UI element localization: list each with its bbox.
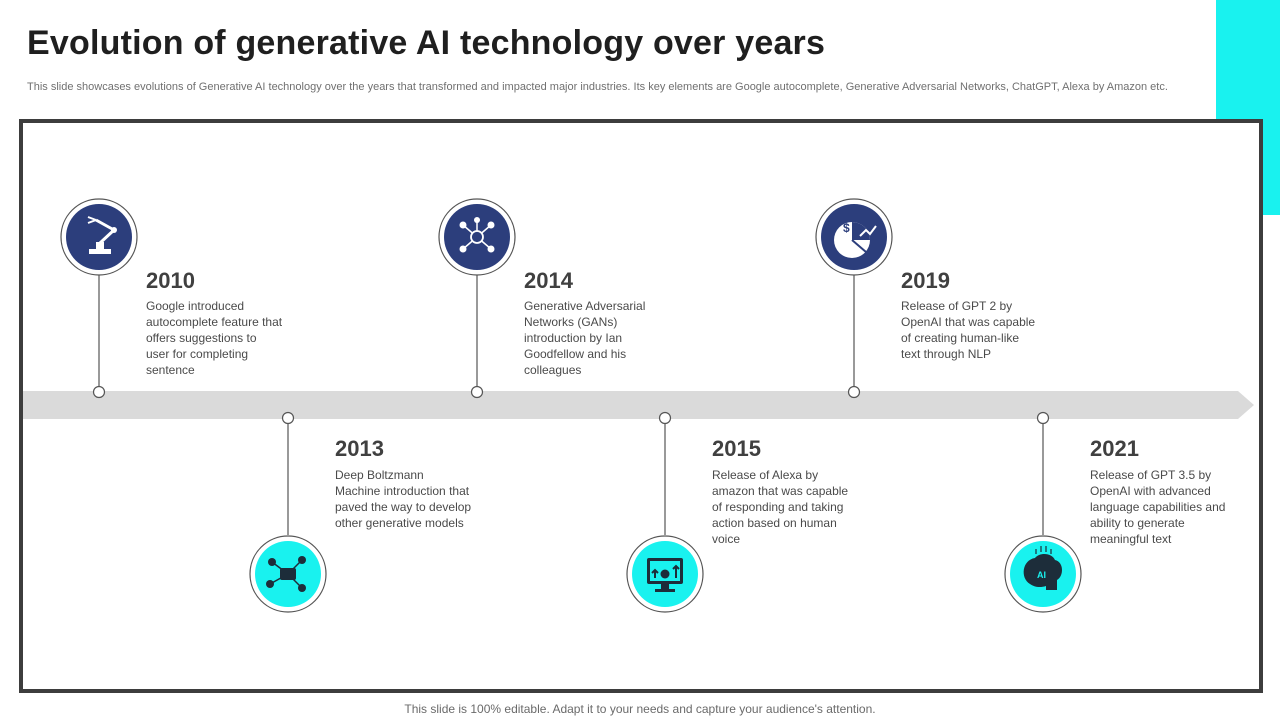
milestone-desc-2015: Release of Alexa by amazon that was capa… — [712, 468, 849, 546]
robot-arm-icon — [60, 198, 138, 276]
user-network-icon — [438, 198, 516, 276]
timeline-dot — [1036, 411, 1050, 425]
pie-chart-dollar-icon: $ — [815, 198, 893, 276]
timeline-dot — [92, 385, 106, 399]
slide-subtitle: This slide showcases evolutions of Gener… — [27, 81, 1168, 93]
milestone-desc-2019: Release of GPT 2 by OpenAI that was capa… — [901, 299, 1036, 361]
milestone-desc-2013: Deep Boltzmann Machine introduction that… — [335, 468, 472, 530]
milestone-year-2010: 2010 — [146, 268, 195, 293]
milestone-desc-2010: Google introduced autocomplete feature t… — [146, 299, 283, 377]
timeline-dot — [470, 385, 484, 399]
milestone-desc-2014: Generative Adversarial Networks (GANs) i… — [524, 299, 646, 377]
network-hub-icon — [249, 535, 327, 613]
milestone-year-2021: 2021 — [1090, 436, 1139, 461]
milestone-year-2013: 2013 — [335, 436, 384, 461]
monitor-growth-icon — [626, 535, 704, 613]
timeline-dot — [281, 411, 295, 425]
milestone-year-2014: 2014 — [524, 268, 573, 293]
slide-footer: This slide is 100% editable. Adapt it to… — [404, 702, 876, 716]
ai-brain-icon: AI — [1004, 535, 1082, 613]
milestone-year-2015: 2015 — [712, 436, 761, 461]
timeline-arrow — [23, 391, 1254, 419]
milestone-year-2019: 2019 — [901, 268, 950, 293]
timeline-dot — [847, 385, 861, 399]
timeline-dot — [658, 411, 672, 425]
svg-text:AI: AI — [1037, 570, 1046, 580]
svg-text:$: $ — [843, 221, 850, 235]
milestone-desc-2021: Release of GPT 3.5 by OpenAI with advanc… — [1090, 468, 1226, 546]
slide-title: Evolution of generative AI technology ov… — [27, 24, 826, 62]
